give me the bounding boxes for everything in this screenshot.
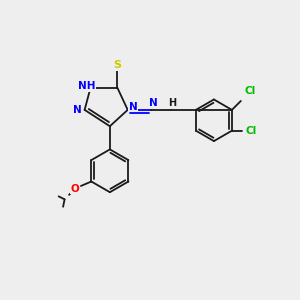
Text: N: N	[73, 105, 82, 115]
Text: S: S	[113, 60, 121, 70]
Text: N: N	[148, 98, 157, 108]
Text: O: O	[70, 184, 80, 194]
Text: NH: NH	[78, 81, 96, 91]
Text: Cl: Cl	[246, 126, 257, 136]
Text: Cl: Cl	[244, 86, 255, 96]
Text: H: H	[168, 98, 176, 108]
Text: N: N	[129, 102, 137, 112]
